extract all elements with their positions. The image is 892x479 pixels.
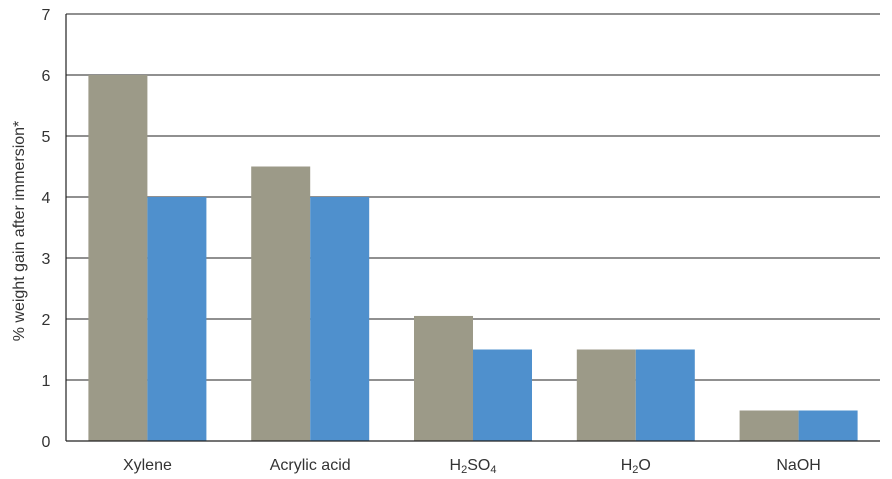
x-category-label: NaOH <box>776 457 820 474</box>
bar-series-2 <box>310 197 370 441</box>
bar-series-2 <box>635 349 695 441</box>
y-tick-label: 3 <box>42 251 51 268</box>
y-tick-label: 7 <box>42 7 51 24</box>
y-tick-label: 5 <box>42 129 51 146</box>
y-tick-label: 1 <box>42 373 51 390</box>
y-tick-label: 4 <box>42 190 51 207</box>
x-category-labels: Xylene Acrylic acid H2SO4 H2O NaOH <box>123 457 821 476</box>
x-category-label: H2SO4 <box>450 457 497 476</box>
y-tick-label: 6 <box>42 68 51 85</box>
bar-series-1 <box>88 75 148 441</box>
x-category-label: Xylene <box>123 457 172 474</box>
bar-series-2 <box>473 349 532 441</box>
bar-series-2 <box>798 410 858 441</box>
x-category-label: Acrylic acid <box>270 457 351 474</box>
bar-series-1 <box>576 349 636 441</box>
x-category-label: H2O <box>621 457 651 476</box>
bar-series-1 <box>414 315 473 441</box>
y-tick-label: 0 <box>42 434 51 451</box>
y-tick-labels: 0 1 2 3 4 5 6 7 <box>42 7 51 451</box>
bars <box>88 75 858 441</box>
bar-series-1 <box>251 166 311 441</box>
bar-series-1 <box>739 410 799 441</box>
y-axis-title: % weight gain after immersion* <box>11 121 28 342</box>
bar-series-2 <box>147 197 207 441</box>
y-tick-label: 2 <box>42 312 51 329</box>
